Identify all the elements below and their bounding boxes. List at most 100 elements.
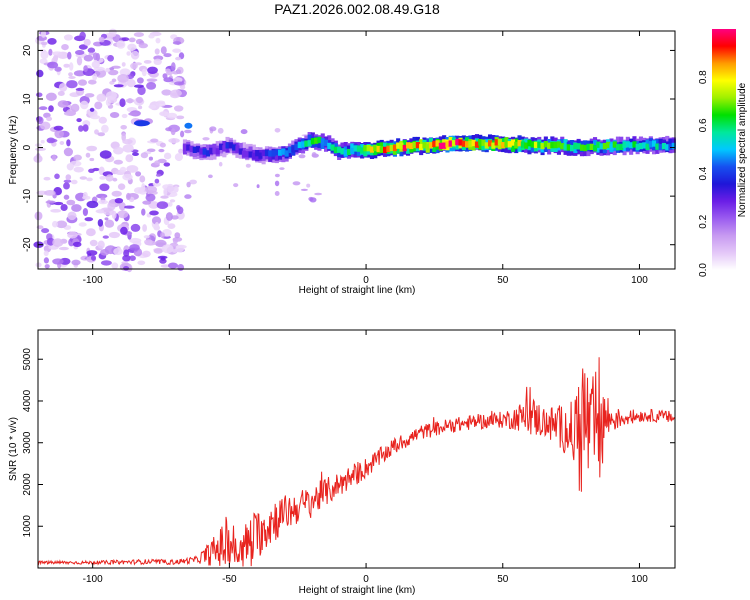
noise-blob (292, 181, 301, 186)
noise-blob (160, 257, 166, 261)
noise-blob (97, 209, 104, 214)
snr-series-line (37, 357, 676, 567)
noise-blob (180, 130, 185, 138)
ridge-segment (511, 141, 516, 152)
ridge-segment (268, 150, 273, 157)
ridge-segment (222, 145, 227, 152)
noise-blob (98, 116, 108, 124)
ridge-segment (625, 141, 630, 148)
noise-blob (43, 250, 49, 257)
y-tick-label: 10 (22, 93, 33, 105)
noise-blob (186, 181, 191, 188)
noise-blob (108, 69, 119, 76)
noise-blob (82, 208, 88, 216)
noise-blob (176, 115, 185, 120)
ridge-segment (366, 145, 371, 152)
noise-blob (40, 30, 47, 38)
ridge-segment (389, 144, 394, 152)
noise-blob (40, 41, 48, 46)
noise-blob (86, 200, 99, 209)
noise-blob (92, 73, 98, 81)
noise-blob (66, 199, 76, 206)
ridge-segment (465, 141, 470, 148)
ridge-segment (445, 141, 450, 148)
noise-blob (63, 182, 70, 190)
ridge-segment (481, 139, 486, 146)
noise-blob (256, 184, 260, 189)
noise-blob (154, 160, 161, 165)
noise-blob (86, 145, 98, 152)
ridge-segment (540, 142, 545, 150)
x-tick-label: -100 (83, 275, 103, 286)
noise-blob (43, 176, 51, 181)
noise-blob (153, 58, 162, 65)
ridge-segment (310, 138, 315, 145)
noise-blob (79, 176, 88, 180)
noise-blob (126, 264, 133, 273)
ridge-segment (560, 143, 565, 150)
noise-blob (47, 38, 57, 45)
noise-blob (63, 194, 70, 200)
noise-blob (80, 100, 89, 110)
noise-blob (145, 185, 158, 194)
noise-blob (120, 226, 128, 235)
ridge-segment (274, 150, 279, 161)
noise-blob (75, 50, 85, 55)
ridge-segment (241, 150, 246, 157)
noise-blob (117, 210, 129, 219)
ridge-segment (284, 150, 289, 157)
noise-blob (144, 239, 153, 245)
ridge-segment (547, 142, 552, 149)
ridge-segment (225, 142, 230, 149)
noise-blob (138, 105, 143, 110)
ridge-segment (297, 141, 302, 149)
ridge-segment (619, 143, 624, 151)
noise-blob (142, 224, 148, 232)
noise-blob (41, 228, 50, 234)
noise-blob (67, 51, 72, 60)
noise-blob (36, 116, 44, 125)
noise-blob (40, 50, 49, 60)
noise-blob (217, 127, 224, 134)
noise-blob (61, 44, 69, 51)
ridge-segment (264, 149, 269, 157)
spectrogram-x-axis-label: Height of straight line (km) (299, 285, 416, 296)
ridge-segment (527, 140, 532, 147)
ridge-segment (376, 145, 381, 153)
ridge-segment (415, 142, 420, 149)
ridge-segment (419, 143, 424, 151)
noise-blob (141, 68, 147, 77)
noise-blob (63, 147, 73, 157)
noise-blob (67, 231, 78, 239)
noise-blob (146, 78, 158, 82)
noise-blob (86, 228, 96, 237)
noise-blob (161, 244, 174, 254)
colorbar: 0.0 0.2 0.4 0.6 0.8 Normalized spectral ampl… (698, 29, 748, 277)
noise-blob (149, 210, 159, 216)
ridge-segment (324, 139, 329, 146)
noise-blob (233, 183, 239, 188)
noise-blob (135, 96, 144, 104)
ridge-segment (583, 144, 588, 152)
noise-blob (100, 260, 112, 266)
ridge-segment (209, 147, 214, 154)
ridge-segment (337, 146, 342, 153)
colorbar-gradient (712, 29, 736, 270)
colorbar-tick-label: 0.6 (698, 118, 709, 132)
noise-blob (163, 187, 168, 197)
ridge-segment (219, 143, 224, 150)
ridge-segment (478, 139, 483, 146)
x-tick-label: -50 (222, 275, 237, 286)
noise-blob (52, 258, 64, 265)
noise-blob (150, 138, 159, 143)
ridge-segment (238, 148, 243, 155)
noise-blob (86, 177, 93, 182)
noise-blob (154, 48, 160, 55)
noise-blob (90, 115, 101, 120)
noise-blob (65, 174, 72, 181)
noise-blob (245, 163, 251, 168)
noise-blob (160, 195, 169, 199)
noise-blob (309, 197, 317, 203)
ridge-segment (212, 147, 217, 154)
noise-blob (126, 79, 136, 88)
